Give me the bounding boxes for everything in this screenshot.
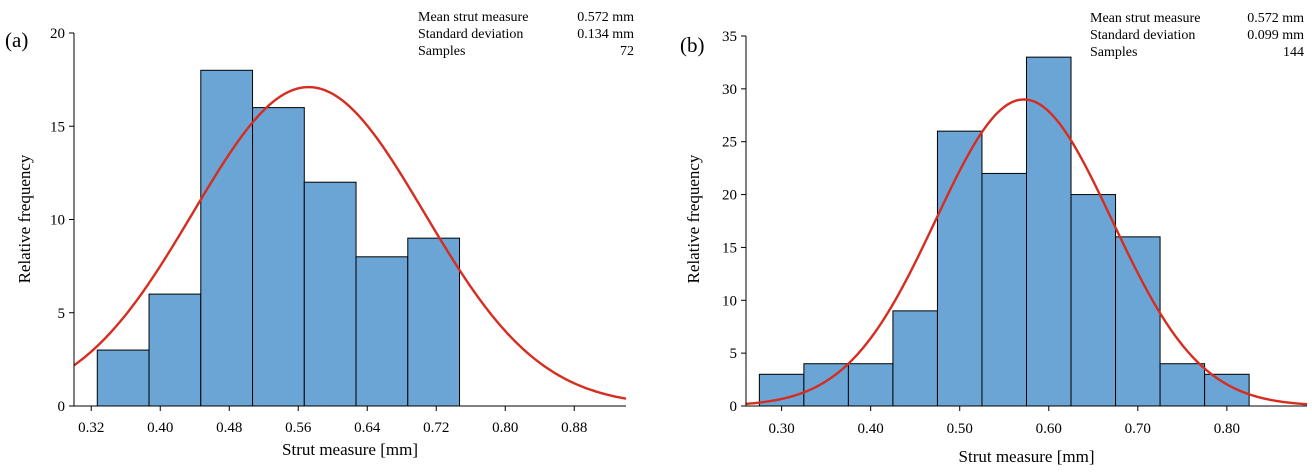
x-tick-label: 0.80 [492, 420, 518, 436]
histogram-bar [1204, 373, 1250, 407]
y-tick-label: 0 [58, 399, 66, 415]
x-tick-label: 0.56 [285, 420, 312, 436]
y-tick-label: 10 [722, 293, 737, 309]
stat-label: Standard deviation [418, 27, 523, 42]
stat-value: 0.572 mm [577, 10, 634, 25]
x-tick-label: 0.64 [354, 420, 381, 436]
y-tick-label: 25 [722, 135, 737, 151]
stat-value: 72 [620, 44, 634, 59]
x-tick-label: 0.72 [423, 420, 449, 436]
histogram-bar [1159, 363, 1206, 407]
normal-fit-curve [745, 98, 1308, 406]
y-axis-title: Relative frequency [15, 154, 34, 283]
histogram-bar [355, 256, 409, 407]
stat-value: 0.572 mm [1247, 11, 1304, 26]
stat-label: Samples [1090, 45, 1137, 60]
x-tick-label: 0.40 [147, 420, 173, 436]
histogram-bar [303, 181, 357, 407]
y-tick-label: 20 [722, 188, 737, 204]
x-tick-label: 0.50 [947, 421, 973, 437]
stat-value: 144 [1283, 45, 1304, 60]
y-axis-title: Relative frequency [684, 154, 703, 283]
histogram-bar [892, 310, 938, 407]
x-axis-title: Strut measure [mm] [959, 447, 1095, 466]
histogram-bar [252, 107, 305, 407]
panel-label: (b) [680, 33, 705, 57]
histogram-bar [981, 172, 1028, 407]
y-tick-label: 5 [58, 306, 66, 322]
x-tick-label: 0.60 [1036, 421, 1062, 437]
y-tick-label: 5 [730, 346, 738, 362]
histogram-bar [200, 69, 254, 407]
stat-value: 0.099 mm [1247, 28, 1304, 43]
x-tick-label: 0.70 [1125, 421, 1151, 437]
y-tick-label: 15 [50, 119, 65, 135]
x-tick-label: 0.80 [1214, 421, 1240, 437]
y-tick-label: 35 [722, 29, 737, 45]
x-tick-label: 0.32 [78, 420, 104, 436]
normal-fit-curve [73, 85, 627, 400]
y-tick-label: 30 [722, 82, 737, 98]
stat-label: Mean strut measure [418, 10, 528, 25]
histogram-bar [847, 363, 894, 407]
histogram-bar [1026, 56, 1072, 407]
histogram-bar [148, 293, 202, 407]
stat-label: Samples [418, 44, 465, 59]
x-tick-label: 0.88 [561, 420, 587, 436]
y-tick-label: 20 [50, 26, 65, 42]
panel-label: (a) [5, 28, 28, 52]
x-tick-label: 0.30 [768, 421, 794, 437]
statistics-box: Mean strut measure 0.572 mm Standard devia… [418, 10, 634, 59]
y-tick-label: 10 [50, 213, 65, 229]
x-axis-title: Strut measure [mm] [282, 440, 418, 459]
histogram-bar [1115, 236, 1161, 407]
x-tick-label: 0.40 [858, 421, 884, 437]
y-tick-label: 0 [730, 399, 738, 415]
stat-label: Standard deviation [1090, 28, 1195, 43]
histogram-bar [1070, 194, 1117, 407]
x-tick-label: 0.48 [216, 420, 242, 436]
histogram-panel-b: 0 5 10 15 20 25 30 35 0.30 0.40 0.50 0.60 0.70 0.80 St… [680, 11, 1308, 466]
y-tick-label: 15 [722, 240, 737, 256]
stat-label: Mean strut measure [1090, 11, 1200, 26]
histogram-panel-a: 0 5 10 15 20 0.32 0.40 0.48 0.56 0.64 0.72 0.80 0.88… [5, 10, 634, 459]
histogram-bar [407, 237, 461, 407]
histogram-bar [96, 349, 150, 407]
statistics-box: Mean strut measure 0.572 mm Standard devia… [1090, 11, 1304, 60]
stat-value: 0.134 mm [577, 27, 634, 42]
